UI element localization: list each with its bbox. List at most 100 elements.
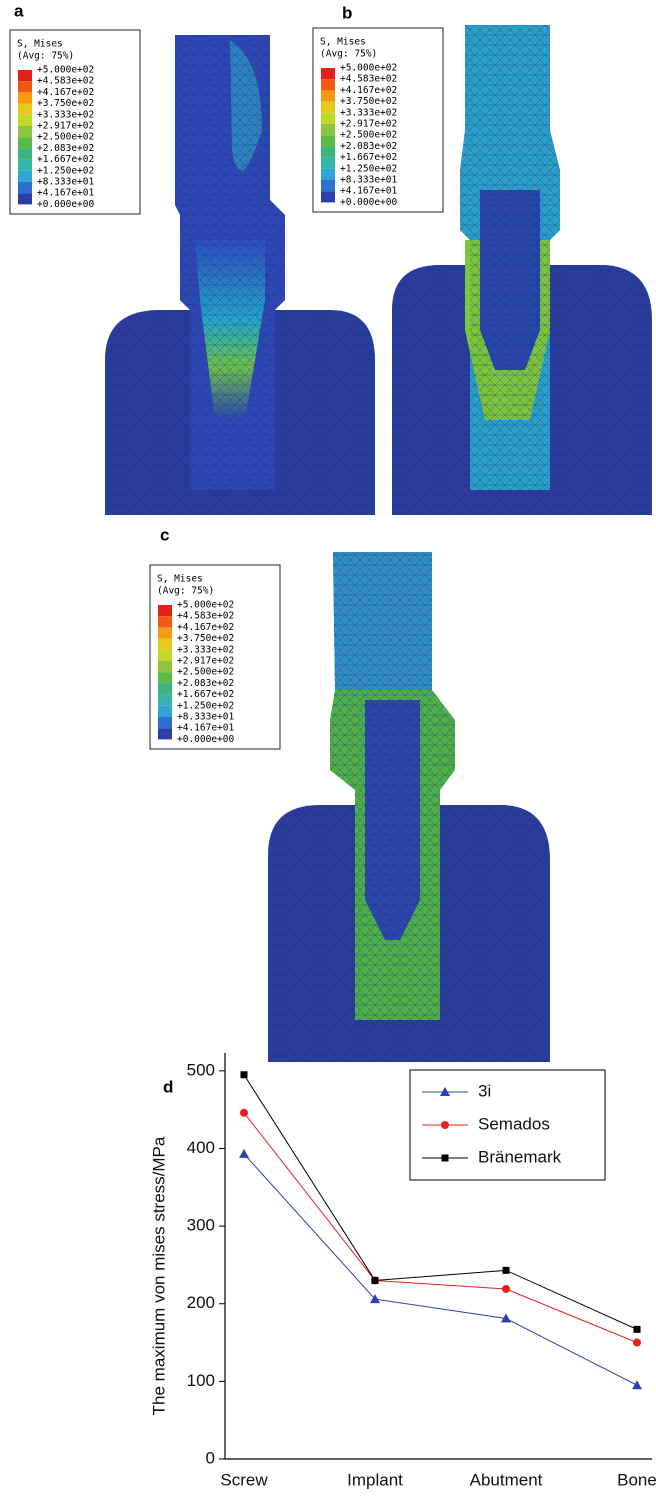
legend-swatch [18,115,32,126]
legend-subtitle: (Avg: 75%) [17,51,74,62]
legend-marker [442,1155,449,1162]
legend-swatch [158,728,172,739]
legend-level: +8.333e+01 [37,177,94,188]
y-tick-label: 200 [187,1293,215,1312]
legend-level: +0.000e+00 [37,199,94,210]
legend-level: +3.333e+02 [340,107,397,118]
legend-level: +1.667e+02 [340,152,397,163]
legend-level: +1.250e+02 [177,700,234,711]
legend-level: +1.667e+02 [37,154,94,165]
legend-level: +4.167e+02 [340,85,397,96]
legend-level: +4.583e+02 [340,74,397,85]
legend-swatch [18,70,32,81]
legend-entry: Bränemark [478,1147,562,1166]
marker [632,1380,642,1389]
y-tick-label: 500 [187,1060,215,1079]
panel-label: a [14,1,24,20]
legend-swatch [158,683,172,694]
legend-level: +2.500e+02 [37,132,94,143]
legend-level: +3.750e+02 [177,633,234,644]
legend-level: +4.583e+02 [177,611,234,622]
legend-swatch [321,113,335,124]
legend-level: +5.000e+02 [340,63,397,74]
legend-swatch [158,627,172,638]
legend-marker [441,1121,449,1129]
marker [372,1277,379,1284]
legend-level: +0.000e+00 [340,197,397,208]
legend-swatch [18,126,32,137]
legend-swatch [158,616,172,627]
legend-level: +4.167e+02 [37,87,94,98]
legend-level: +1.250e+02 [37,165,94,176]
legend-level: +2.917e+02 [37,121,94,132]
legend-level: +2.083e+02 [340,141,397,152]
legend-swatch [158,639,172,650]
x-tick-label: Bone [617,1470,656,1489]
legend-swatch [321,124,335,135]
x-tick-label: Abutment [470,1470,543,1489]
y-tick-label: 0 [206,1448,215,1467]
legend-level: +4.167e+01 [340,186,397,197]
marker [634,1326,641,1333]
legend-swatch [321,79,335,90]
legend-level: +4.167e+02 [177,622,234,633]
legend-swatch [321,68,335,79]
legend-swatch [158,706,172,717]
legend-level: +2.083e+02 [37,143,94,154]
legend-swatch [18,81,32,92]
legend-level: +8.333e+01 [340,175,397,186]
legend-level: +5.000e+02 [37,65,94,76]
panel-label: d [163,1077,173,1096]
legend-swatch [18,148,32,159]
legend-level: +2.083e+02 [177,678,234,689]
legend-swatch [321,102,335,113]
legend-subtitle: (Avg: 75%) [320,49,377,60]
panel-label: c [160,525,169,544]
legend-level: +3.333e+02 [37,109,94,120]
y-tick-label: 100 [187,1371,215,1390]
legend-level: +3.333e+02 [177,644,234,655]
legend-swatch [18,182,32,193]
legend-swatch [18,171,32,182]
legend-level: +5.000e+02 [177,600,234,611]
legend-swatch [18,193,32,204]
legend-level: +2.500e+02 [340,130,397,141]
legend-level: +2.500e+02 [177,667,234,678]
legend-title: S, Mises [320,37,366,48]
legend-level: +4.167e+01 [177,723,234,734]
legend-level: +2.917e+02 [340,119,397,130]
legend-level: +4.583e+02 [37,76,94,87]
legend-level: +4.167e+01 [37,188,94,199]
legend-swatch [18,137,32,148]
y-axis-label: The maximum von mises stress/MPa [149,1136,168,1415]
legend-swatch [18,160,32,171]
legend-swatch [321,135,335,146]
panel-label: b [342,3,352,22]
legend-swatch [321,169,335,180]
marker [241,1071,248,1078]
y-tick-label: 300 [187,1216,215,1235]
legend-subtitle: (Avg: 75%) [157,586,214,597]
legend-swatch [321,158,335,169]
legend-swatch [158,650,172,661]
y-tick-label: 400 [187,1138,215,1157]
x-tick-label: Implant [347,1470,403,1489]
legend-swatch [18,104,32,115]
legend-title: S, Mises [17,39,63,50]
marker [239,1149,249,1158]
legend-swatch [158,717,172,728]
legend-swatch [321,180,335,191]
legend-swatch [158,695,172,706]
legend-swatch [158,661,172,672]
legend-swatch [321,191,335,202]
legend-title: S, Mises [157,574,203,585]
legend-level: +3.750e+02 [340,96,397,107]
legend-level: +0.000e+00 [177,734,234,745]
legend-swatch [321,90,335,101]
legend-swatch [158,672,172,683]
legend-swatch [321,146,335,157]
marker [240,1109,248,1117]
legend-level: +2.917e+02 [177,656,234,667]
legend-level: +1.250e+02 [340,163,397,174]
x-tick-label: Screw [220,1470,268,1489]
